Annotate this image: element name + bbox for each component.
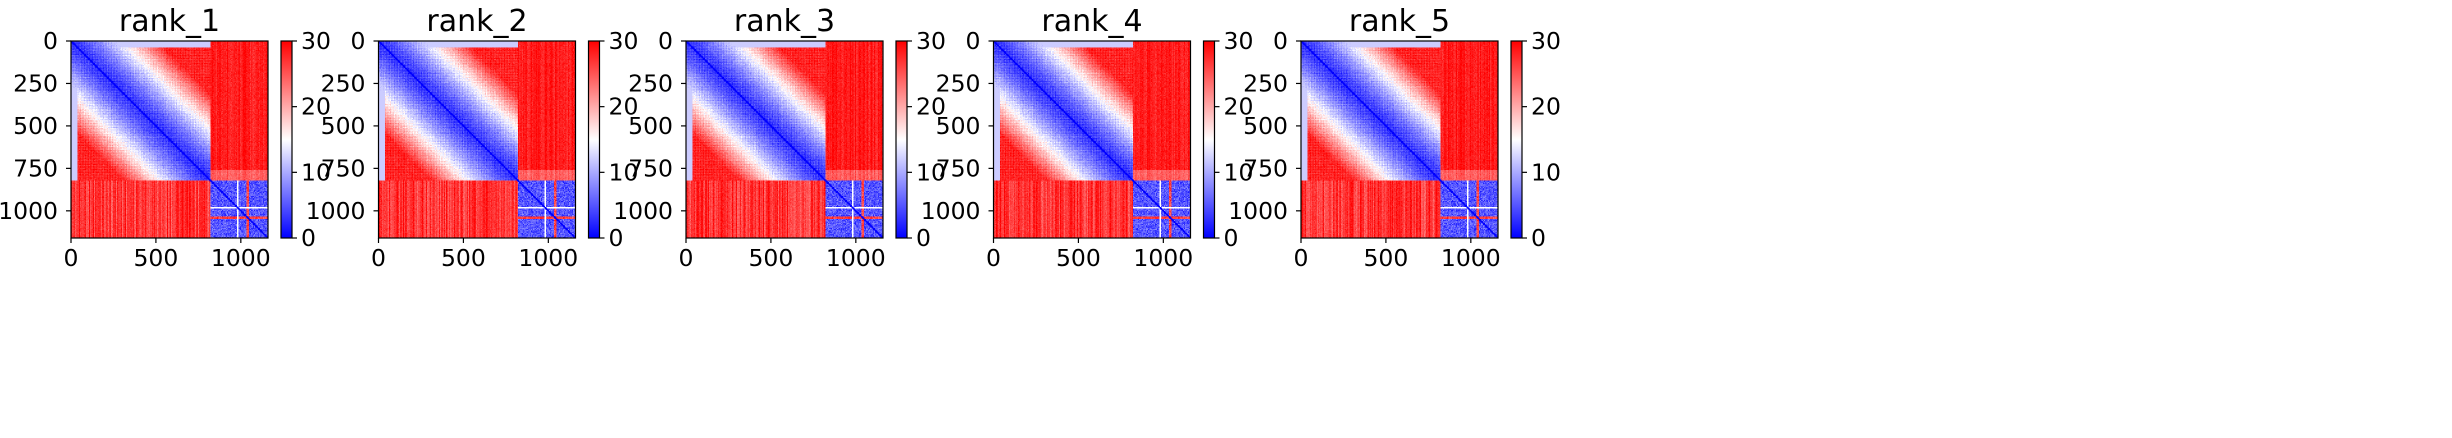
axes-frame <box>685 40 884 239</box>
heatmap-image <box>686 41 883 238</box>
y-tick-label: 500 <box>1243 112 1288 140</box>
colorbar-tick-label: 0 <box>916 224 931 252</box>
y-tick-label: 1000 <box>0 197 58 225</box>
panel-title: rank_4 <box>1041 4 1142 39</box>
colorbar-tick-label: 20 <box>609 93 639 121</box>
y-tick-label: 1000 <box>1228 197 1288 225</box>
colorbar-tick-label: 0 <box>609 224 624 252</box>
colorbar <box>587 40 601 239</box>
colorbar-tick-label: 20 <box>301 93 331 121</box>
heatmap-image <box>71 41 268 238</box>
x-tick-label: 0 <box>64 244 79 272</box>
colorbar-tick-label: 30 <box>1224 27 1254 55</box>
colorbar-tick-label: 0 <box>1224 224 1239 252</box>
y-tick-label: 750 <box>936 154 981 182</box>
colorbar-tick-label: 10 <box>609 158 639 186</box>
x-tick-label: 1000 <box>518 244 578 272</box>
axes-frame <box>992 40 1192 239</box>
colorbar <box>280 40 293 239</box>
x-tick-label: 0 <box>1294 244 1309 272</box>
y-tick-label: 250 <box>936 69 981 97</box>
y-tick-label: 500 <box>13 112 58 140</box>
x-tick-label: 0 <box>986 244 1001 272</box>
x-tick-label: 500 <box>1363 244 1408 272</box>
y-tick-label: 250 <box>321 69 366 97</box>
colorbar-tick-label: 30 <box>1531 27 1561 55</box>
y-tick-label: 750 <box>321 154 366 182</box>
colorbar-tick-label: 20 <box>1224 93 1254 121</box>
y-tick-label: 0 <box>966 27 981 55</box>
x-tick-label: 0 <box>371 244 386 272</box>
y-tick-label: 0 <box>351 27 366 55</box>
y-tick-label: 1000 <box>921 197 981 225</box>
heatmap-image <box>378 41 576 238</box>
x-tick-label: 500 <box>1056 244 1101 272</box>
y-tick-label: 1000 <box>306 197 366 225</box>
y-tick-label: 0 <box>43 27 58 55</box>
x-tick-label: 500 <box>133 244 178 272</box>
y-tick-label: 750 <box>1243 154 1288 182</box>
axes-frame <box>377 40 577 239</box>
y-tick-label: 0 <box>658 27 673 55</box>
panel-title: rank_2 <box>426 4 527 39</box>
y-tick-label: 250 <box>13 69 58 97</box>
colorbar-tick-label: 30 <box>916 27 946 55</box>
axes-frame <box>1300 40 1499 239</box>
heatmap-image <box>1301 41 1498 238</box>
colorbar-tick-label: 20 <box>1531 93 1561 121</box>
x-tick-label: 500 <box>748 244 793 272</box>
colorbar <box>1202 40 1216 239</box>
x-tick-label: 1000 <box>1133 244 1193 272</box>
y-tick-label: 250 <box>628 69 673 97</box>
colorbar <box>1510 40 1523 239</box>
x-tick-label: 1000 <box>211 244 271 272</box>
y-tick-label: 500 <box>936 112 981 140</box>
axes-frame <box>70 40 269 239</box>
y-tick-label: 250 <box>1243 69 1288 97</box>
colorbar <box>895 40 908 239</box>
colorbar-tick-label: 30 <box>301 27 331 55</box>
y-tick-label: 1000 <box>613 197 673 225</box>
x-tick-label: 500 <box>441 244 486 272</box>
panel-title: rank_1 <box>119 4 220 39</box>
panel-title: rank_5 <box>1349 4 1450 39</box>
colorbar-tick-label: 10 <box>1224 158 1254 186</box>
colorbar-tick-label: 0 <box>301 224 316 252</box>
y-tick-label: 750 <box>13 154 58 182</box>
y-tick-label: 500 <box>628 112 673 140</box>
panel-title: rank_3 <box>734 4 835 39</box>
colorbar-tick-label: 20 <box>916 93 946 121</box>
y-tick-label: 750 <box>628 154 673 182</box>
colorbar-tick-label: 10 <box>916 158 946 186</box>
x-tick-label: 1000 <box>1441 244 1501 272</box>
colorbar-tick-label: 0 <box>1531 224 1546 252</box>
colorbar-tick-label: 10 <box>301 158 331 186</box>
heatmap-image <box>993 41 1191 238</box>
y-tick-label: 500 <box>321 112 366 140</box>
x-tick-label: 0 <box>679 244 694 272</box>
colorbar-tick-label: 10 <box>1531 158 1561 186</box>
y-tick-label: 0 <box>1273 27 1288 55</box>
colorbar-tick-label: 30 <box>609 27 639 55</box>
x-tick-label: 1000 <box>826 244 886 272</box>
